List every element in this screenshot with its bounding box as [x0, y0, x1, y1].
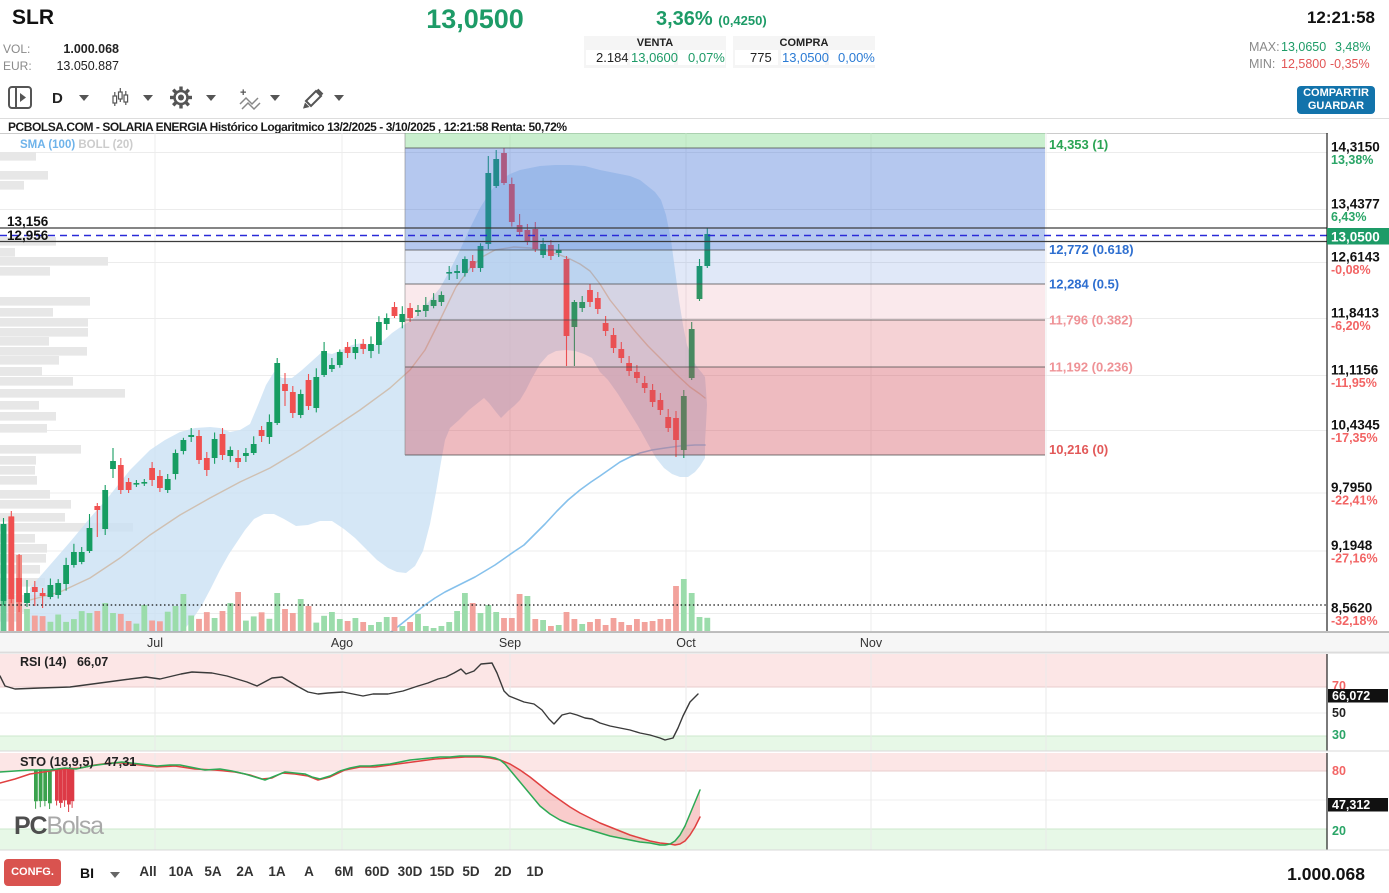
svg-text:30: 30: [1332, 728, 1346, 742]
svg-text:12,284 (0.5): 12,284 (0.5): [1049, 277, 1119, 292]
svg-text:Nov: Nov: [860, 636, 883, 650]
svg-text:12,772 (0.618): 12,772 (0.618): [1049, 242, 1134, 257]
svg-text:Sep: Sep: [499, 636, 521, 650]
svg-text:80: 80: [1332, 764, 1346, 778]
svg-text:-22,41%: -22,41%: [1331, 494, 1378, 508]
svg-text:10,4345: 10,4345: [1331, 418, 1380, 433]
svg-text:47,312: 47,312: [1332, 798, 1370, 812]
svg-text:20: 20: [1332, 824, 1346, 838]
svg-text:-11,95%: -11,95%: [1331, 376, 1377, 390]
svg-text:11,796 (0.382): 11,796 (0.382): [1049, 313, 1133, 328]
svg-text:6,43%: 6,43%: [1331, 210, 1366, 224]
svg-text:RSI (14) 66,07: RSI (14) 66,07: [20, 655, 108, 669]
svg-text:50: 50: [1332, 706, 1346, 720]
svg-text:STO (18,9,5) 47,31: STO (18,9,5) 47,31: [20, 754, 136, 769]
svg-text:Ago: Ago: [331, 636, 353, 650]
svg-text:9,1948: 9,1948: [1331, 538, 1373, 553]
svg-text:-32,18%: -32,18%: [1331, 614, 1378, 628]
svg-text:+: +: [240, 87, 246, 99]
svg-text:13,4377: 13,4377: [1331, 197, 1380, 212]
svg-text:11,8413: 11,8413: [1331, 306, 1380, 321]
svg-text:-27,16%: -27,16%: [1331, 552, 1378, 566]
svg-text:-6,20%: -6,20%: [1331, 319, 1371, 333]
svg-text:-0,08%: -0,08%: [1331, 263, 1371, 277]
svg-text:12,956: 12,956: [7, 228, 49, 243]
svg-text:9,7950: 9,7950: [1331, 480, 1372, 495]
svg-text:11,1156: 11,1156: [1331, 363, 1379, 378]
svg-text:11,192 (0.236): 11,192 (0.236): [1049, 360, 1133, 375]
svg-text:8,5620: 8,5620: [1331, 601, 1372, 616]
svg-text:13,38%: 13,38%: [1331, 153, 1373, 167]
svg-text:SMA (100) BOLL (20): SMA (100) BOLL (20): [20, 139, 133, 151]
svg-text:-17,35%: -17,35%: [1331, 431, 1378, 445]
svg-text:66,072: 66,072: [1332, 689, 1370, 703]
svg-text:12,6143: 12,6143: [1331, 250, 1380, 265]
svg-text:13,0500: 13,0500: [1331, 230, 1380, 245]
svg-text:D: D: [52, 90, 63, 107]
svg-text:Jul: Jul: [147, 636, 163, 650]
svg-text:PCBolsa: PCBolsa: [14, 812, 104, 840]
svg-text:10,216 (0): 10,216 (0): [1049, 442, 1108, 457]
svg-text:Oct: Oct: [676, 636, 696, 650]
svg-text:13,156: 13,156: [7, 214, 49, 229]
svg-text:14,3150: 14,3150: [1331, 140, 1380, 155]
svg-text:14,353 (1): 14,353 (1): [1049, 137, 1108, 152]
